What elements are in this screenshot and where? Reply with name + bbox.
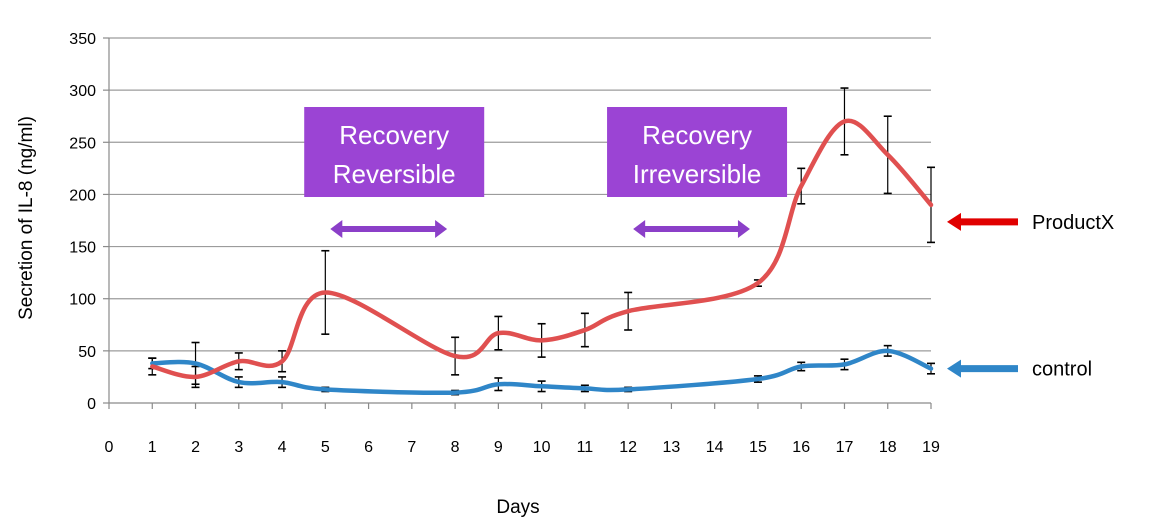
- annotation-box-2: [607, 107, 788, 197]
- annotation-double-arrow-2: [633, 220, 750, 238]
- x-tick-label-9: 9: [494, 439, 503, 456]
- series-line-control: [150, 348, 934, 396]
- x-tick-label-16: 16: [792, 439, 810, 456]
- x-tick-label-13: 13: [663, 439, 681, 456]
- x-tick-label-11: 11: [577, 439, 594, 456]
- annotation-line2-2: Irreversible: [633, 159, 762, 189]
- y-tick-label-150: 150: [69, 240, 96, 257]
- x-tick-label-14: 14: [706, 439, 724, 456]
- x-axis-title: Days: [496, 497, 539, 518]
- y-axis-title: Secretion of IL-8 (ng/ml): [16, 116, 37, 320]
- series-lines: [150, 118, 934, 396]
- annotation-double-arrow-1: [330, 220, 448, 238]
- y-tick-label-100: 100: [69, 292, 96, 309]
- legend: ProductX control: [947, 212, 1114, 381]
- x-tick-label-4: 4: [278, 439, 287, 456]
- legend-label-1: ProductX: [1032, 212, 1114, 234]
- x-tick-label-12: 12: [619, 439, 637, 456]
- x-tick-label-17: 17: [836, 439, 854, 456]
- x-tick-label-19: 19: [922, 439, 940, 456]
- x-tick-label-15: 15: [749, 439, 767, 456]
- x-tick-label-2: 2: [191, 439, 200, 456]
- annotation-line1-2: Recovery: [642, 120, 752, 150]
- x-tick-label-5: 5: [321, 439, 330, 456]
- y-tick-label-0: 0: [87, 396, 96, 413]
- x-tick-label-7: 7: [407, 439, 416, 456]
- x-tick-label-8: 8: [451, 439, 460, 456]
- x-axis: 0 1 2 3 4 5 6 7 8 9 10 11 12 13 14 15 16 17 18 19: [105, 403, 940, 456]
- legend-arrow-1: [947, 212, 1018, 231]
- error-bars: [148, 87, 935, 396]
- y-axis: 0 50 100 150 200 250 300 350: [69, 31, 110, 413]
- x-tick-label-6: 6: [364, 439, 373, 456]
- legend-arrow-2: [947, 359, 1018, 378]
- x-tick-label-10: 10: [533, 439, 551, 456]
- y-tick-label-50: 50: [78, 344, 96, 361]
- series-line-product-x: [150, 118, 934, 380]
- annotations: Recovery Reversible Recovery Irreversible: [304, 107, 788, 238]
- x-tick-label-18: 18: [879, 439, 897, 456]
- y-tick-label-250: 250: [69, 135, 96, 152]
- annotation-box-1: [304, 107, 485, 197]
- y-tick-label-200: 200: [69, 187, 96, 204]
- y-tick-label-300: 300: [69, 83, 96, 100]
- legend-label-2: control: [1032, 359, 1092, 381]
- y-tick-label-350: 350: [69, 31, 96, 48]
- gridlines: [109, 37, 931, 404]
- annotation-line2-1: Reversible: [333, 159, 456, 189]
- x-tick-label-0: 0: [105, 439, 114, 456]
- x-tick-label-1: 1: [148, 439, 157, 456]
- annotation-line1-1: Recovery: [339, 120, 449, 150]
- x-tick-label-3: 3: [234, 439, 243, 456]
